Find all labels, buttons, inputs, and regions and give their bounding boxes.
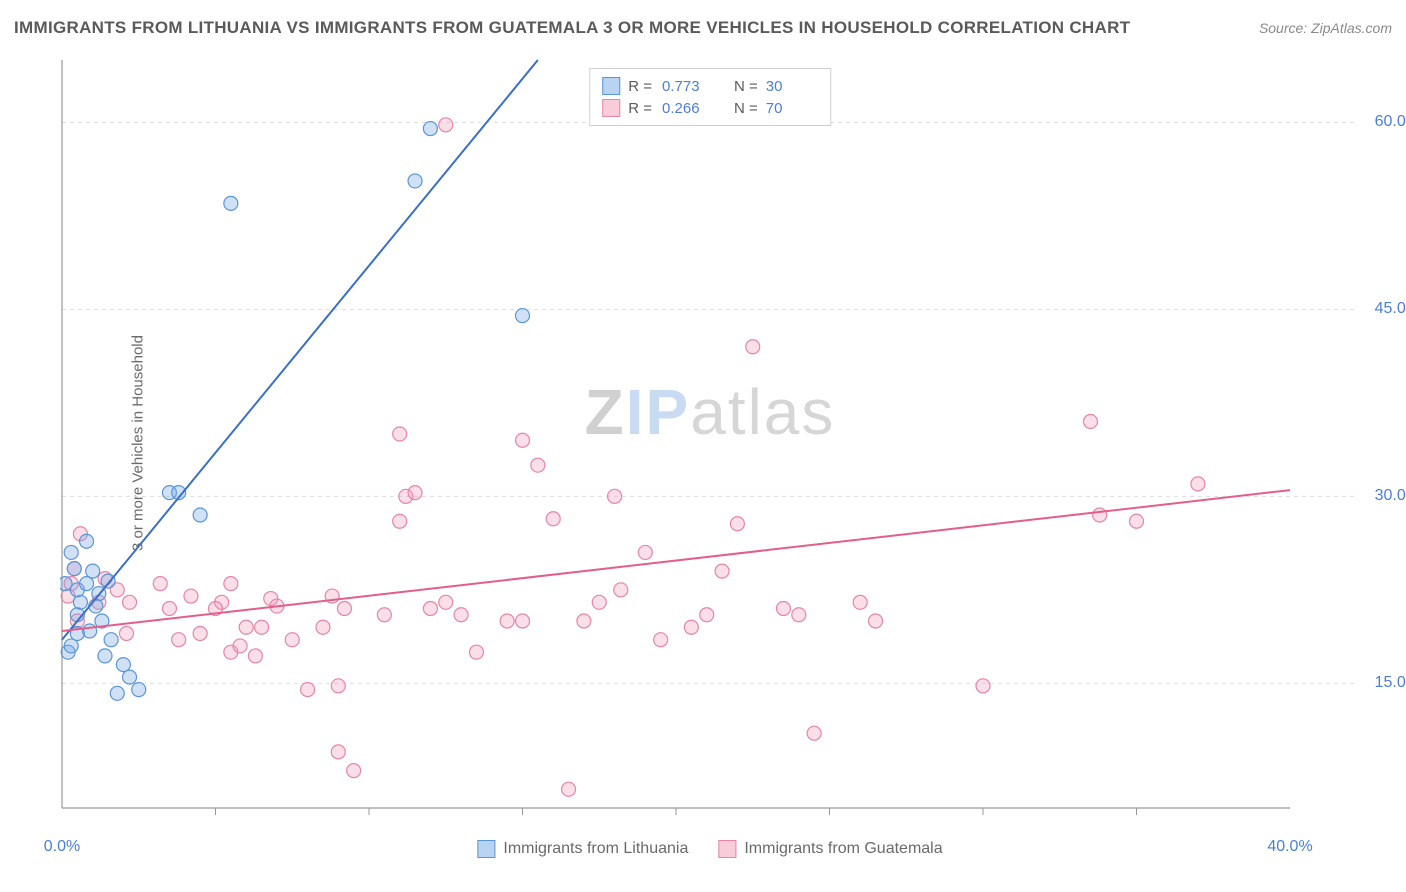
swatch-guatemala [602,99,620,117]
n-label: N = [734,100,758,117]
legend-row-lithuania: R = 0.773 N = 30 [602,75,818,97]
y-tick-label: 60.0% [1375,113,1406,131]
r-value-guatemala: 0.266 [662,100,714,117]
n-label: N = [734,78,758,95]
series-legend: Immigrants from Lithuania Immigrants fro… [477,840,942,858]
legend-label-lithuania: Immigrants from Lithuania [503,840,688,858]
legend-row-guatemala: R = 0.266 N = 70 [602,97,818,119]
swatch-lithuania [602,77,620,95]
legend-item-lithuania: Immigrants from Lithuania [477,840,688,858]
scatter-plot [60,58,1360,828]
x-tick-label: 40.0% [1267,838,1312,856]
chart-area: 3 or more Vehicles in Household ZIPatlas… [60,58,1360,828]
swatch-guatemala-icon [718,840,736,858]
chart-title: IMMIGRANTS FROM LITHUANIA VS IMMIGRANTS … [14,18,1130,38]
r-label: R = [628,78,652,95]
x-tick-label: 0.0% [44,838,80,856]
chart-source: Source: ZipAtlas.com [1259,20,1392,36]
r-label: R = [628,100,652,117]
legend-item-guatemala: Immigrants from Guatemala [718,840,942,858]
y-tick-label: 15.0% [1375,674,1406,692]
r-value-lithuania: 0.773 [662,78,714,95]
correlation-legend: R = 0.773 N = 30 R = 0.266 N = 70 [589,68,831,126]
y-tick-label: 30.0% [1375,487,1406,505]
swatch-lithuania-icon [477,840,495,858]
n-value-lithuania: 30 [766,78,818,95]
legend-label-guatemala: Immigrants from Guatemala [744,840,942,858]
n-value-guatemala: 70 [766,100,818,117]
y-tick-label: 45.0% [1375,300,1406,318]
chart-header: IMMIGRANTS FROM LITHUANIA VS IMMIGRANTS … [14,18,1392,38]
